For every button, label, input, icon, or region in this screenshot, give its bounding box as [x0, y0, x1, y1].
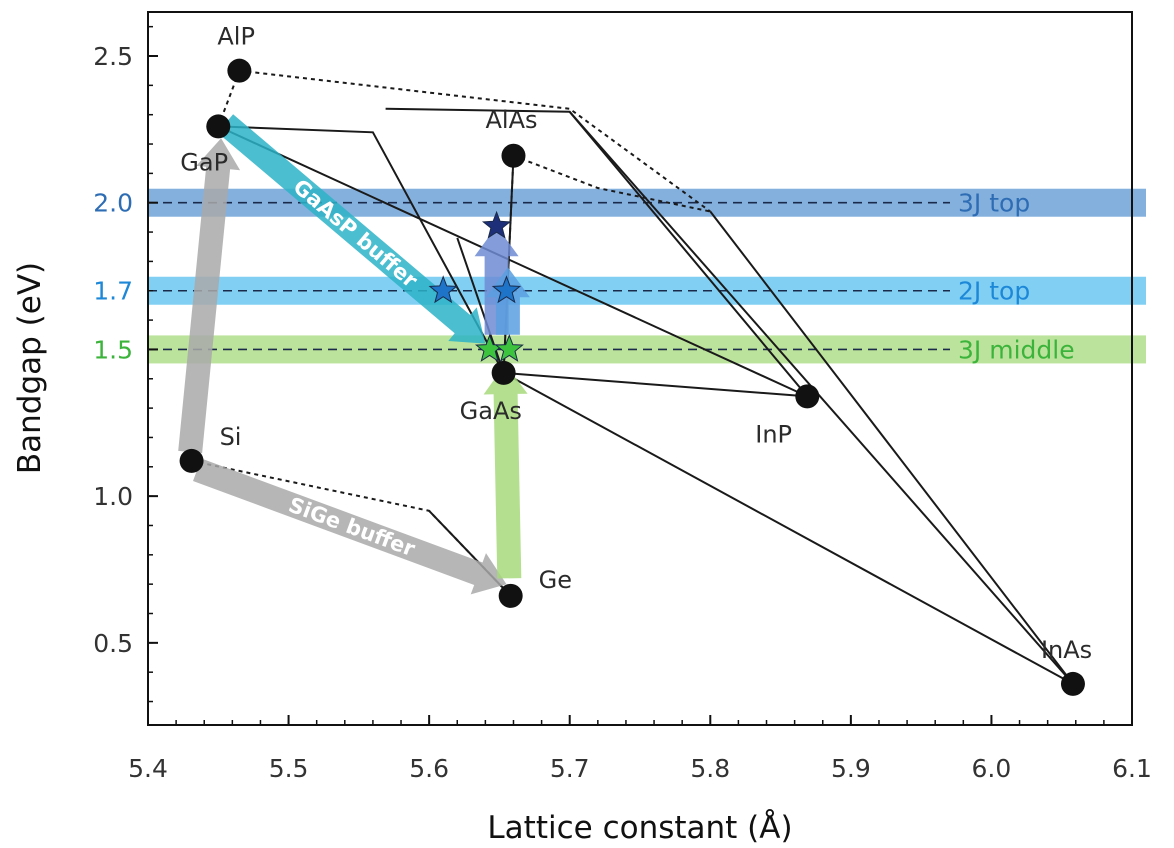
x-tick-label-4: 5.8 — [690, 754, 730, 783]
material-label-inas: InAs — [1041, 636, 1092, 664]
target-star-0 — [481, 210, 512, 239]
target-stars — [428, 210, 524, 362]
material-label-alas: AlAs — [485, 106, 537, 134]
connection-lines — [191, 69, 1074, 685]
dashed-line-1 — [239, 69, 711, 213]
x-axis-title: Lattice constant (Å) — [487, 810, 792, 846]
target-star-2 — [491, 275, 522, 304]
material-label-inp: InP — [755, 420, 792, 448]
band-label-2: 3J middle — [958, 335, 1075, 364]
material-point-gaas — [491, 360, 516, 385]
dashed-line-2 — [513, 154, 711, 213]
axes: 5.4 5.5 5.6 5.7 5.8 5.9 6.0 6.1 0.5 1.0 2.5 — [93, 25, 1152, 783]
x-tick-label-0: 5.4 — [128, 754, 168, 783]
x-tick-label-6: 6.0 — [972, 754, 1012, 783]
x-tick-label-2: 5.6 — [409, 754, 449, 783]
solid-line-8 — [503, 371, 808, 398]
material-label-gaas: GaAs — [460, 397, 522, 425]
material-point-inp — [795, 384, 820, 409]
material-points: AlP GaP AlAs GaAs InP Si Ge InAs — [179, 23, 1092, 696]
solid-line-3 — [568, 111, 1074, 685]
material-point-inas — [1060, 671, 1085, 696]
buffer-arrow-2 — [483, 364, 528, 579]
solid-line-4 — [709, 210, 1074, 685]
band-value-2: 1.5 — [93, 335, 133, 364]
material-label-si: Si — [220, 423, 242, 451]
material-point-si — [179, 448, 204, 473]
x-tick-label-7: 6.1 — [1112, 754, 1152, 783]
band-value-0: 2.0 — [93, 189, 133, 218]
buffer-arrow-0 — [178, 138, 241, 454]
buffer-arrow-5 — [485, 267, 530, 335]
y-tick-label-4: 2.5 — [93, 42, 133, 71]
y-tick-label-0: 0.5 — [93, 629, 133, 658]
target-star-1 — [428, 275, 458, 304]
solid-line-7 — [503, 372, 1074, 685]
buffer-arrow-label-1: SiGe buffer — [285, 493, 418, 562]
solid-line-1 — [217, 125, 808, 398]
solid-line-0 — [218, 125, 505, 374]
x-tick-label-3: 5.7 — [550, 754, 590, 783]
band-value-1: 1.7 — [93, 277, 133, 306]
material-point-gap — [206, 114, 231, 139]
band-label-0: 3J top — [958, 189, 1030, 218]
material-point-alp — [227, 58, 252, 83]
plot-frame — [147, 11, 1133, 726]
buffer-arrow-3 — [217, 114, 486, 344]
material-label-gap: GaP — [180, 148, 228, 176]
target-star-4 — [494, 334, 524, 362]
buffer-arrow-1 — [193, 458, 507, 595]
y-tick-label-1: 1.0 — [93, 482, 133, 511]
x-tick-label-5: 5.9 — [831, 754, 871, 783]
material-label-ge: Ge — [539, 566, 572, 594]
bands-layer: 3J top 2.0 2J top 1.7 3J middle 1.5 — [93, 188, 1146, 364]
y-axis-title: Bandgap (eV) — [12, 262, 48, 474]
material-label-alp: AlP — [217, 23, 255, 51]
x-tick-label-1: 5.5 — [269, 754, 309, 783]
band-label-1: 2J top — [958, 277, 1030, 306]
material-point-ge — [498, 583, 523, 608]
material-point-alas — [501, 143, 526, 168]
